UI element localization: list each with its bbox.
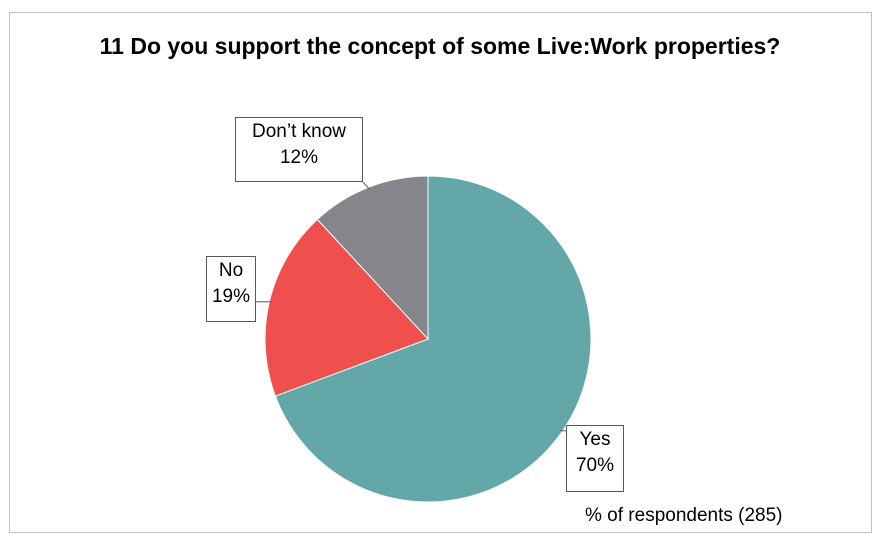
- chart-title: 11 Do you support the concept of some Li…: [99, 33, 781, 59]
- pie-slice-dont-know: [316, 175, 429, 341]
- data-label-no: No 19%: [206, 256, 256, 322]
- pie-slice-yes: [274, 175, 592, 503]
- data-label-no-category: No: [218, 260, 244, 281]
- data-label-dont-know-value: 12%: [279, 147, 319, 168]
- data-label-no-value: 19%: [211, 286, 251, 307]
- callout-pointer-dont-know: [362, 181, 370, 190]
- data-label-yes: Yes 70%: [566, 425, 624, 492]
- callout-pointers: [256, 181, 566, 432]
- data-label-dont-know-category: Don’t know: [252, 121, 346, 142]
- data-label-yes-category: Yes: [579, 429, 611, 450]
- pie-slices: [264, 175, 592, 503]
- data-label-yes-value: 70%: [575, 455, 615, 476]
- respondents-note: % of respondents (285): [585, 505, 783, 526]
- data-label-dont-know: Don’t know 12%: [235, 117, 363, 182]
